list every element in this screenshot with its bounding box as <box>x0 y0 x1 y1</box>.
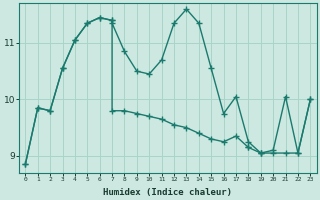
X-axis label: Humidex (Indice chaleur): Humidex (Indice chaleur) <box>103 188 232 197</box>
